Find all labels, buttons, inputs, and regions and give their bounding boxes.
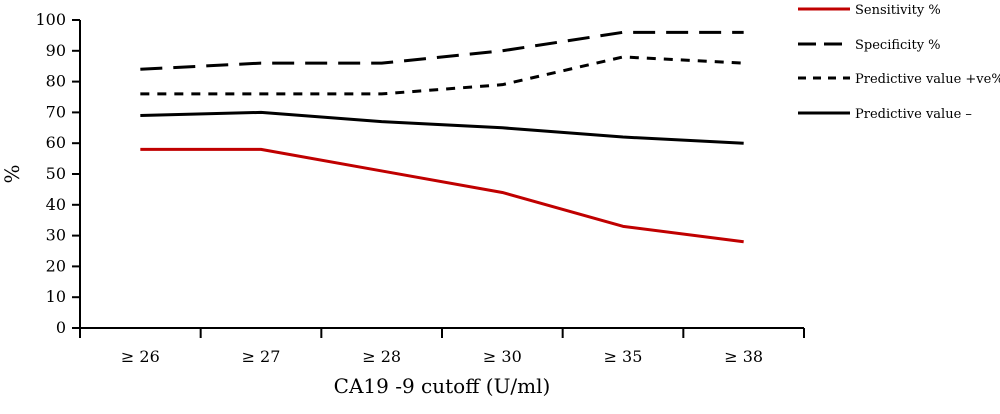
y-tick-label: 100 bbox=[35, 10, 66, 29]
y-tick-label: 60 bbox=[46, 133, 66, 152]
y-tick-label: 0 bbox=[56, 318, 66, 337]
y-tick-label: 30 bbox=[46, 226, 66, 245]
y-tick-label: 10 bbox=[46, 287, 66, 306]
y-tick-label: 80 bbox=[46, 72, 66, 91]
x-tick-label: ≥ 30 bbox=[483, 347, 522, 366]
series-layer bbox=[140, 30, 744, 244]
y-tick-label: 90 bbox=[46, 41, 66, 60]
x-tick-label: ≥ 28 bbox=[362, 347, 401, 366]
y-tick-label: 40 bbox=[46, 195, 66, 214]
x-tick-label: ≥ 27 bbox=[242, 347, 281, 366]
x-axis-ticks: ≥ 26 ≥ 27 ≥ 28 ≥ 30 ≥ 35 ≥ 38 bbox=[79, 328, 805, 366]
series-line-3 bbox=[140, 55, 744, 96]
x-tick-label: ≥ 26 bbox=[121, 347, 160, 366]
x-tick-label: ≥ 35 bbox=[604, 347, 643, 366]
y-axis-ticks: 0 10 20 30 40 50 60 70 80 90 100 bbox=[35, 10, 80, 337]
series-line-2 bbox=[140, 30, 744, 71]
y-tick-label: 20 bbox=[46, 256, 66, 275]
legend-label-1: Sensitivity % bbox=[855, 3, 941, 18]
y-tick-label: 50 bbox=[46, 164, 66, 183]
x-tick-label: ≥ 38 bbox=[724, 347, 763, 366]
y-tick-label: 70 bbox=[46, 102, 66, 121]
legend: Sensitivity % Specificity % Predictive val… bbox=[798, 3, 1000, 122]
series-line-4 bbox=[140, 110, 744, 145]
legend-label-2: Specificity % bbox=[855, 38, 941, 53]
legend-label-4: Predictive value – bbox=[855, 107, 972, 122]
series-line-1 bbox=[140, 147, 744, 244]
legend-label-3: Predictive value +ve% bbox=[855, 72, 1000, 87]
x-axis-title: CA19 -9 cutoff (U/ml) bbox=[334, 374, 551, 398]
y-axis-title: % bbox=[0, 164, 24, 183]
